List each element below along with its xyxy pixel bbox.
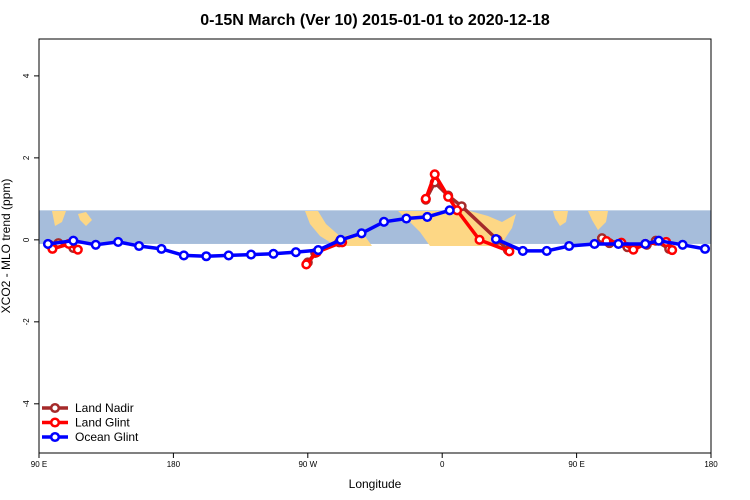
data-point: [156, 243, 167, 254]
data-point: [134, 240, 145, 252]
data-point: [113, 236, 124, 247]
legend-label: Land Nadir: [75, 401, 134, 415]
data-point: [564, 240, 575, 252]
data-point: [677, 239, 688, 250]
data-point: [378, 216, 390, 227]
legend-marker: [49, 402, 61, 414]
series-layer: [42, 169, 711, 270]
data-point: [290, 247, 301, 258]
legend-item: Land Glint: [42, 416, 130, 430]
data-point: [356, 228, 367, 239]
legend-item: Land Nadir: [42, 401, 134, 415]
data-point: [444, 205, 455, 216]
data-point: [301, 259, 312, 270]
data-point: [443, 191, 454, 202]
x-tick-label: 0: [440, 460, 445, 469]
land-india: [553, 211, 568, 226]
data-point: [401, 213, 412, 224]
data-point: [420, 193, 431, 204]
data-point: [422, 211, 433, 222]
x-tick-label: 90 E: [31, 460, 47, 469]
data-point: [178, 250, 189, 261]
data-point: [42, 238, 54, 250]
data-point: [517, 245, 528, 256]
data-point: [201, 251, 212, 262]
data-point: [246, 249, 257, 260]
legend-item: Ocean Glint: [42, 430, 139, 444]
data-point: [541, 245, 552, 256]
y-tick-label: 4: [22, 73, 31, 78]
data-point: [589, 238, 600, 250]
data-point: [72, 244, 83, 255]
data-point: [613, 238, 624, 250]
land-southeast-asia: [588, 211, 608, 230]
data-point: [313, 245, 324, 256]
data-point: [490, 233, 502, 245]
x-tick-label: 90 E: [568, 460, 584, 469]
data-point: [335, 234, 346, 245]
y-axis-label: XCO2 - MLO trend (ppm): [0, 179, 13, 314]
legend-marker: [49, 417, 61, 428]
x-tick-label: 180: [167, 460, 181, 469]
land-southeast-asia-left: [52, 211, 66, 226]
legend-marker: [49, 431, 61, 443]
y-tick-label: -4: [22, 400, 31, 408]
x-tick-label: 90 W: [298, 460, 317, 469]
data-point: [268, 248, 279, 259]
land-islands: [78, 212, 92, 226]
plot-frame: [38, 38, 712, 454]
series-line: [495, 237, 706, 253]
data-point: [90, 239, 101, 250]
data-point: [223, 250, 234, 261]
legend-label: Ocean Glint: [75, 430, 139, 444]
x-axis: 90 E 180 90 W 0 90 E 180: [31, 453, 718, 469]
data-point: [667, 245, 678, 256]
chart-title: 0-15N March (Ver 10) 2015-01-01 to 2020-…: [200, 12, 550, 29]
x-tick-label: 180: [704, 460, 718, 469]
data-point: [699, 243, 711, 254]
data-point: [474, 234, 485, 245]
data-point: [628, 244, 639, 255]
y-tick-label: -2: [22, 318, 31, 326]
x-axis-label: Longitude: [349, 477, 402, 491]
data-point: [68, 235, 79, 246]
data-point: [429, 169, 440, 180]
y-tick-label: 0: [22, 237, 31, 242]
data-point: [504, 246, 515, 257]
legend-label: Land Glint: [75, 416, 130, 430]
y-tick-label: 2: [22, 155, 31, 160]
data-point: [653, 235, 664, 246]
y-axis: -4 -2 0 2 4: [22, 73, 39, 407]
data-point: [640, 238, 651, 250]
series-ocean-glint: [42, 205, 711, 262]
